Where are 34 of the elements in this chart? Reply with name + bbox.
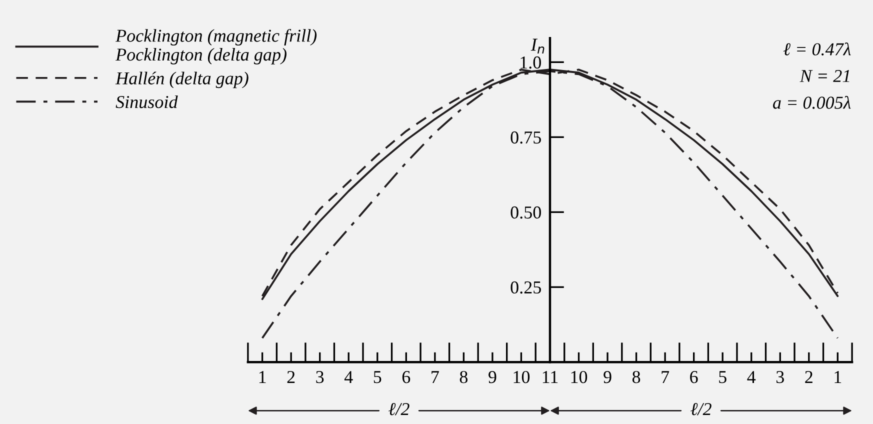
legend-label: Hallén (delta gap)	[115, 72, 248, 88]
x-tick-label: 2	[805, 371, 812, 383]
x-tick-label: 10	[514, 370, 530, 384]
x-tick-label: 9	[488, 371, 496, 384]
text: ℓ/2	[388, 403, 410, 416]
text: ℓ/2	[690, 403, 712, 416]
annotation: ℓ = 0.47λ	[783, 42, 851, 56]
y-tick-label: 0.50	[510, 206, 541, 219]
x-tick-label: 1	[834, 371, 842, 383]
x-tick-label: 8	[632, 370, 640, 384]
x-tick-label: 11	[542, 371, 558, 383]
x-tick-label: 9	[604, 371, 612, 384]
y-axis-title: I$_{n}$	[530, 38, 544, 54]
x-tick-label: 8	[460, 370, 468, 384]
x-tick-label: 7	[662, 371, 670, 383]
y-tick-label: 0.25	[510, 281, 541, 294]
legend-label: Sinusoid	[116, 95, 178, 108]
x-tick-label: 4	[344, 371, 353, 383]
x-tick-label: 7	[432, 371, 439, 383]
y-tick-label: 0.75	[510, 131, 541, 144]
x-tick-label: 5	[374, 371, 382, 384]
x-tick-label: 2	[287, 371, 295, 383]
x-tick-label: 6	[402, 371, 410, 384]
x-tick-label: 1	[259, 371, 266, 383]
x-tick-label: 3	[316, 371, 324, 384]
x-tick-label: 10	[571, 370, 588, 384]
annotation: a = 0.005λ	[773, 96, 851, 109]
x-tick-label: 6	[690, 371, 698, 384]
x-tick-label: 5	[719, 371, 726, 384]
x-tick-label: 3	[776, 371, 784, 384]
x-tick-label: 4	[747, 371, 756, 383]
annotation: N = 21	[800, 70, 850, 82]
y-tick-label: 1.0	[520, 56, 541, 69]
legend-label: Pocklington (magnetic frill) Pocklington (delta gap)	[115, 28, 317, 64]
